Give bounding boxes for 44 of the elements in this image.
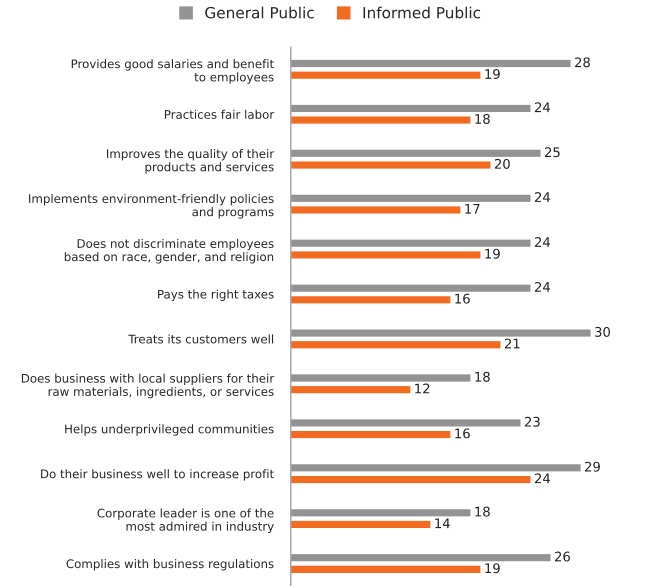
y-tick-label: Does not discriminate employees based on race, gender, and religion: [64, 238, 274, 264]
y-tick-label: Helps underprivileged communities: [65, 424, 274, 436]
data-label: 16: [455, 428, 470, 438]
y-tick-label: Treats its customers well: [128, 334, 274, 344]
data-label: 29: [585, 462, 600, 472]
data-label: 12: [415, 384, 430, 394]
data-label: 18: [475, 114, 490, 124]
y-tick-label: Do their business well to increase profit: [41, 469, 274, 481]
y-tick-label: Complies with business regulations: [66, 559, 274, 570]
y-tick-label: Does business with local suppliers for their raw materials, ingredients, or services: [22, 374, 274, 398]
bar: [290, 564, 482, 574]
y-tick-label: Pays the right taxes: [158, 289, 274, 301]
y-tick-label: Implements environment-friendly policies and programs: [29, 194, 274, 219]
data-label: 18: [475, 372, 490, 382]
data-label: 18: [475, 506, 490, 517]
bar: [290, 250, 482, 260]
data-label: 24: [534, 282, 550, 292]
y-tick-label: Provides good salaries and benefit to employees: [72, 59, 274, 84]
data-label: 26: [554, 552, 570, 562]
legend-label: Informed Public: [364, 6, 480, 18]
data-label: 21: [504, 338, 520, 348]
data-label: 25: [544, 147, 560, 158]
data-label: 19: [485, 69, 500, 80]
bar: [290, 340, 502, 350]
data-label: 23: [524, 416, 540, 427]
legend-label: General Public: [205, 6, 314, 18]
bar: [290, 294, 452, 305]
data-label: 24: [534, 102, 550, 112]
data-label: 24: [534, 237, 550, 247]
data-label: 19: [485, 563, 500, 574]
data-label: 14: [435, 518, 450, 528]
data-label: 28: [575, 57, 590, 68]
data-label: 16: [455, 294, 470, 304]
data-label: 24: [534, 192, 550, 202]
data-label: 24: [534, 473, 550, 484]
y-tick-label: Improves the quality of their products and services: [106, 149, 274, 174]
bar: [290, 205, 462, 215]
y-tick-label: Practices fair labor: [164, 110, 274, 119]
y-tick-label: Corporate leader is one of the most admired in industry: [98, 508, 274, 534]
data-label: 30: [595, 326, 610, 337]
data-label: 19: [485, 248, 500, 259]
data-label: 17: [465, 204, 480, 214]
bar: [290, 519, 432, 530]
data-label: 20: [494, 158, 510, 169]
